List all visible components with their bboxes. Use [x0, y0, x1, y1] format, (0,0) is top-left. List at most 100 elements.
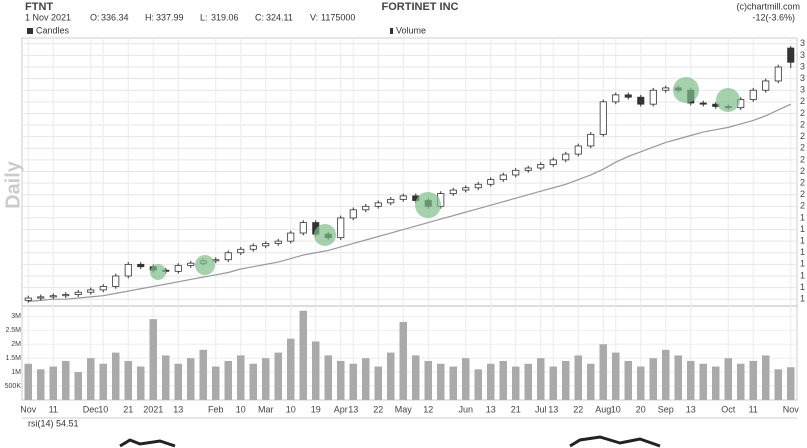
highlight: [195, 255, 215, 275]
volume-bar: [87, 358, 95, 400]
y-tick-label: 1: [800, 282, 805, 292]
x-tick-label: 20: [636, 404, 646, 414]
volume-bar: [74, 372, 82, 400]
x-tick-label: Jul: [535, 404, 547, 414]
volume-bar: [737, 363, 745, 400]
y-tick-label: 1: [800, 294, 805, 304]
volume-bar: [337, 360, 345, 400]
candle-body: [274, 240, 282, 244]
candle-body: [112, 275, 120, 287]
y-tick-label: 1: [800, 259, 805, 269]
volume-bar: [699, 363, 707, 400]
y-tick-label: 3: [800, 38, 805, 48]
x-tick-label: 10: [98, 404, 108, 414]
volume-bar: [137, 366, 145, 400]
x-tick-label: Sep: [658, 404, 674, 414]
volume-bar: [249, 363, 257, 400]
readout-value: 336.34: [101, 12, 129, 22]
x-tick-label: 19: [311, 404, 321, 414]
readout-label: H:: [145, 12, 154, 22]
volume-bar: [24, 363, 32, 400]
volume-bar: [212, 366, 220, 400]
volume-bar: [712, 366, 720, 400]
candle-body: [699, 102, 707, 105]
x-tick-label: Apr: [334, 404, 348, 414]
x-tick-label: 10: [236, 404, 246, 414]
candle-body: [474, 183, 482, 189]
volume-bar: [462, 358, 470, 400]
candle-body: [99, 286, 107, 291]
candle-body: [374, 202, 382, 207]
y2-tick-label: 3M: [11, 313, 21, 320]
rsi-label: rsi(14) 54.51: [28, 418, 79, 428]
y-tick-label: 2: [800, 119, 805, 129]
x-tick-label: 13: [686, 404, 696, 414]
volume-bar: [224, 360, 232, 400]
x-tick-label: 10: [286, 404, 296, 414]
candle-body: [749, 89, 757, 100]
x-tick-label: Feb: [208, 404, 224, 414]
volume-bar: [674, 355, 682, 400]
volume-bar: [99, 363, 107, 400]
candle-body: [87, 289, 95, 293]
volume-bar: [512, 366, 520, 400]
volume-bar: [574, 355, 582, 400]
volume-bar: [749, 360, 757, 400]
date: 1 Nov 2021: [25, 12, 71, 22]
x-tick-label: 21: [123, 404, 133, 414]
candle-body: [462, 187, 470, 191]
x-tick-label: Dec: [83, 404, 100, 414]
volume-bar: [112, 352, 120, 400]
candle-body: [49, 295, 57, 298]
volume-bar: [262, 358, 270, 400]
candle-body: [187, 262, 195, 266]
candle-body: [349, 209, 357, 219]
y-tick-label: 2: [800, 177, 805, 187]
volume-bar: [299, 310, 307, 400]
readout-label: L:: [200, 12, 208, 22]
volume-bar: [474, 369, 482, 400]
y-tick-label: 3: [800, 50, 805, 60]
y-tick-label: 2: [800, 108, 805, 118]
candle-body: [762, 80, 770, 91]
y-tick-label: 2: [800, 166, 805, 176]
volume-bar: [724, 358, 732, 400]
volume-bar: [199, 349, 207, 400]
candle-body: [549, 159, 557, 165]
y2-tick-label: 1.5M: [5, 355, 21, 362]
readout-label: O:: [90, 12, 100, 22]
candle-body: [124, 263, 132, 277]
volume-bar: [287, 338, 295, 400]
ohlc-readout: O: 336.34 H: 337.99 L: 319.06 C: 324.11 V: 117500…: [90, 12, 355, 22]
candle-body: [537, 164, 545, 169]
moving-average: [28, 103, 792, 303]
volume-bar: [787, 367, 795, 400]
volume-bar: [537, 358, 545, 400]
x-tick-label: Nov: [783, 404, 800, 414]
y2-tick-label: 1M: [11, 369, 21, 376]
x-tick-label: 10: [611, 404, 621, 414]
x-tick-label: 21: [511, 404, 521, 414]
volume-bar: [549, 366, 557, 400]
volume-bar: [624, 360, 632, 400]
y-tick-label: 2: [800, 131, 805, 141]
candle-body: [262, 243, 270, 247]
volume-bar: [774, 369, 782, 400]
candle-body: [37, 296, 45, 299]
volume-bar: [149, 319, 157, 400]
x-tick-label: Mar: [258, 404, 274, 414]
x-tick-label: 11: [749, 404, 758, 414]
change: -12(-3.6%): [752, 12, 795, 22]
volume-bar: [49, 366, 57, 400]
volume-bar: [499, 360, 507, 400]
volume-bar: [324, 355, 332, 400]
candle-body: [599, 101, 607, 135]
y-tick-label: 1: [800, 224, 805, 234]
volume-bar: [524, 363, 532, 400]
y2-tick-label: 2M: [11, 341, 21, 348]
y-tick-label: 1: [800, 270, 805, 280]
candle-body: [62, 294, 70, 297]
highlight: [673, 77, 699, 103]
volume-bar: [62, 360, 70, 400]
